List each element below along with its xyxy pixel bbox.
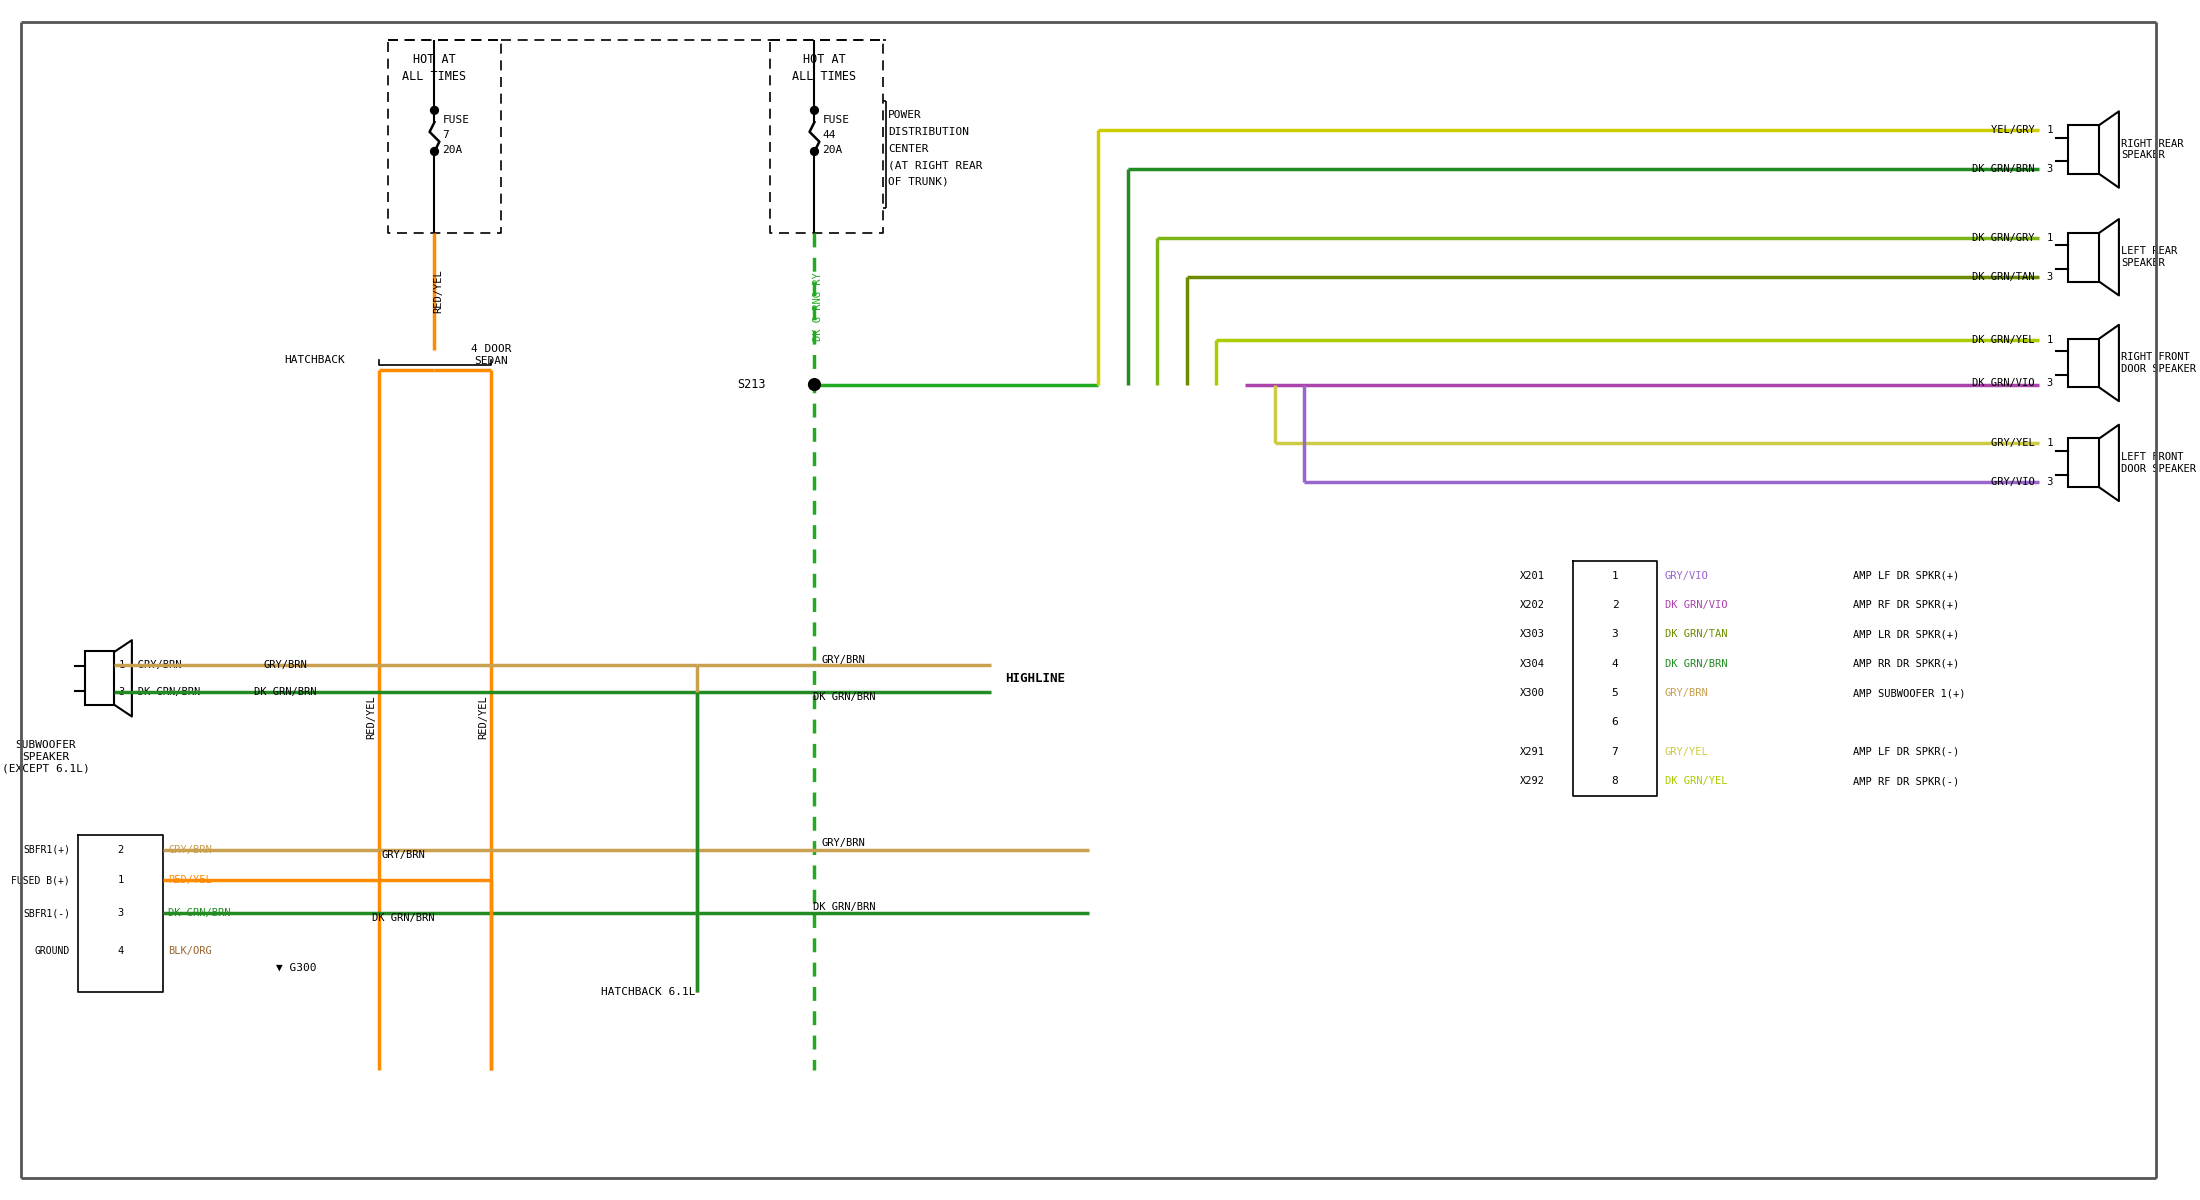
Text: DK GRN/YEL: DK GRN/YEL [1665, 776, 1727, 786]
Text: X291: X291 [1520, 746, 1544, 757]
Text: DK GRN/YEL  1: DK GRN/YEL 1 [1971, 336, 2053, 346]
Text: GRY/VIO  3: GRY/VIO 3 [1991, 478, 2053, 487]
Text: DK G RNG RY: DK G RNG RY [814, 272, 823, 341]
Text: 3: 3 [1613, 629, 1619, 640]
Text: DK GRN/GRY  1: DK GRN/GRY 1 [1971, 233, 2053, 242]
Text: HATCHBACK: HATCHBACK [284, 355, 345, 365]
Text: DK GRN/BRN: DK GRN/BRN [812, 692, 876, 702]
Text: SBFR1(+): SBFR1(+) [24, 845, 70, 854]
Circle shape [810, 107, 818, 114]
Text: X303: X303 [1520, 629, 1544, 640]
Text: SUBWOOFER
SPEAKER
(EXCEPT 6.1L): SUBWOOFER SPEAKER (EXCEPT 6.1L) [2, 740, 90, 773]
Text: HATCHBACK 6.1L: HATCHBACK 6.1L [601, 986, 695, 997]
Text: S213: S213 [737, 378, 766, 391]
Text: DK GRN/BRN: DK GRN/BRN [372, 913, 433, 923]
Text: X201: X201 [1520, 570, 1544, 581]
Text: LEFT FRONT
DOOR SPEAKER: LEFT FRONT DOOR SPEAKER [2121, 452, 2196, 474]
Text: GRY/BRN: GRY/BRN [167, 845, 211, 854]
Text: AMP RF DR SPKR(+): AMP RF DR SPKR(+) [1852, 600, 1958, 610]
Text: 44: 44 [823, 130, 836, 140]
Text: 2: 2 [117, 845, 123, 854]
Text: YEL/GRY  1: YEL/GRY 1 [1991, 125, 2053, 134]
Text: POWER: POWER [889, 110, 922, 120]
Text: 4: 4 [117, 946, 123, 955]
Text: GRY/BRN: GRY/BRN [381, 850, 425, 859]
Text: 20A: 20A [823, 144, 843, 155]
Text: GROUND: GROUND [35, 946, 70, 955]
Text: FUSE: FUSE [823, 115, 849, 125]
Text: 8: 8 [1613, 776, 1619, 786]
Circle shape [431, 148, 438, 155]
Text: 2: 2 [1613, 600, 1619, 610]
Text: OF TRUNK): OF TRUNK) [889, 176, 948, 187]
Text: GRY/YEL  1: GRY/YEL 1 [1991, 438, 2053, 449]
Text: CENTER: CENTER [889, 144, 928, 154]
Text: DK GRN/BRN: DK GRN/BRN [812, 901, 876, 912]
Text: DK GRN/VIO: DK GRN/VIO [1665, 600, 1727, 610]
Text: 6: 6 [1613, 718, 1619, 727]
Text: AMP RR DR SPKR(+): AMP RR DR SPKR(+) [1852, 659, 1958, 668]
Text: RED/YEL: RED/YEL [433, 270, 444, 313]
Text: AMP LR DR SPKR(+): AMP LR DR SPKR(+) [1852, 629, 1958, 640]
Text: X304: X304 [1520, 659, 1544, 668]
Text: DK GRN/TAN  3: DK GRN/TAN 3 [1971, 272, 2053, 282]
Circle shape [810, 379, 821, 390]
Text: GRY/VIO: GRY/VIO [1665, 570, 1707, 581]
Text: DK GRN/BRN: DK GRN/BRN [167, 908, 231, 918]
Text: ▼ G300: ▼ G300 [275, 962, 317, 972]
Text: DK GRN/TAN: DK GRN/TAN [1665, 629, 1727, 640]
Circle shape [810, 148, 818, 155]
Text: X300: X300 [1520, 688, 1544, 698]
Text: AMP SUBWOOFER 1(+): AMP SUBWOOFER 1(+) [1852, 688, 1965, 698]
Text: DK GRN/VIO  3: DK GRN/VIO 3 [1971, 378, 2053, 388]
Text: BLK/ORG: BLK/ORG [167, 946, 211, 955]
Text: DISTRIBUTION: DISTRIBUTION [889, 127, 968, 137]
Text: DK GRN/BRN  3: DK GRN/BRN 3 [1971, 164, 2053, 174]
Text: GRY/BRN: GRY/BRN [823, 838, 867, 848]
Text: 5: 5 [1613, 688, 1619, 698]
Text: RIGHT REAR
SPEAKER: RIGHT REAR SPEAKER [2121, 139, 2182, 161]
Text: HIGHLINE: HIGHLINE [1005, 672, 1065, 685]
Text: RIGHT FRONT
DOOR SPEAKER: RIGHT FRONT DOOR SPEAKER [2121, 353, 2196, 374]
Text: AMP RF DR SPKR(-): AMP RF DR SPKR(-) [1852, 776, 1958, 786]
Text: 4 DOOR
SEDAN: 4 DOOR SEDAN [471, 344, 513, 366]
Text: ALL TIMES: ALL TIMES [792, 70, 856, 83]
Text: GRY/BRN: GRY/BRN [1665, 688, 1707, 698]
Text: 1: 1 [117, 875, 123, 886]
Text: LEFT REAR
SPEAKER: LEFT REAR SPEAKER [2121, 246, 2178, 268]
Text: FUSE: FUSE [442, 115, 469, 125]
Text: FUSED B(+): FUSED B(+) [11, 875, 70, 886]
Text: ALL TIMES: ALL TIMES [403, 70, 466, 83]
Text: AMP LF DR SPKR(-): AMP LF DR SPKR(-) [1852, 746, 1958, 757]
Text: 7: 7 [442, 130, 449, 140]
Text: DK GRN/BRN: DK GRN/BRN [1665, 659, 1727, 668]
Text: SBFR1(-): SBFR1(-) [24, 908, 70, 918]
Text: RED/YEL: RED/YEL [365, 696, 376, 739]
Text: RED/YEL: RED/YEL [477, 696, 488, 739]
Text: X202: X202 [1520, 600, 1544, 610]
Text: 1  GRY/BRN: 1 GRY/BRN [119, 660, 183, 670]
Text: GRY/BRN: GRY/BRN [264, 660, 308, 670]
Text: 7: 7 [1613, 746, 1619, 757]
Text: 3: 3 [117, 908, 123, 918]
Text: RED/YEL: RED/YEL [167, 875, 211, 886]
Circle shape [431, 107, 438, 114]
Text: 1: 1 [1613, 570, 1619, 581]
Text: HOT AT: HOT AT [803, 53, 845, 66]
Text: 3  DK GRN/BRN: 3 DK GRN/BRN [119, 688, 200, 697]
Text: 20A: 20A [442, 144, 462, 155]
Text: 4: 4 [1613, 659, 1619, 668]
Text: GRY/YEL: GRY/YEL [1665, 746, 1707, 757]
Text: (AT RIGHT REAR: (AT RIGHT REAR [889, 160, 983, 170]
Text: AMP LF DR SPKR(+): AMP LF DR SPKR(+) [1852, 570, 1958, 581]
Text: DK GRN/BRN: DK GRN/BRN [255, 688, 317, 697]
Text: GRY/BRN: GRY/BRN [823, 655, 867, 665]
Text: X292: X292 [1520, 776, 1544, 786]
Text: HOT AT: HOT AT [414, 53, 455, 66]
